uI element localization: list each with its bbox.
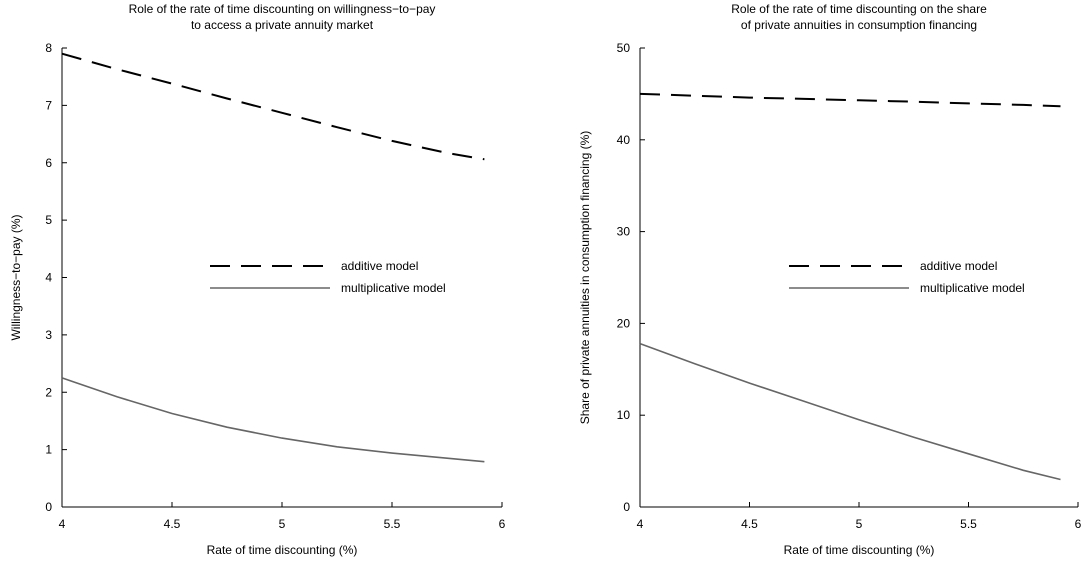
y-tick-label: 3 (45, 328, 52, 342)
x-tick-label: 4 (59, 517, 66, 531)
x-axis-label: Rate of time discounting (%) (207, 543, 358, 557)
y-tick-label: 50 (617, 41, 631, 55)
chart-title-line: to access a private annuity market (191, 18, 374, 32)
y-tick-label: 5 (45, 213, 52, 227)
legend: additive model multiplicative model (210, 259, 446, 295)
y-tick-label: 30 (617, 225, 631, 239)
series-line-additive (639, 92, 1061, 108)
y-axis-label: Willingness−to−pay (%) (9, 214, 23, 340)
x-tick-label: 5.5 (384, 517, 401, 531)
series-line-additive (61, 52, 485, 161)
y-tick-label: 4 (45, 271, 52, 285)
x-tick-label: 4.5 (741, 517, 758, 531)
y-tick-label: 2 (45, 385, 52, 399)
y-tick-label: 20 (617, 316, 631, 330)
y-tick-label: 7 (45, 98, 52, 112)
legend-label: additive model (920, 259, 997, 273)
chart-title-line: Role of the rate of time discounting on … (129, 2, 436, 16)
x-tick-label: 6 (1075, 517, 1082, 531)
x-tick-label: 4.5 (164, 517, 181, 531)
chart-panel-2: Role of the rate of time discounting on … (578, 2, 1082, 557)
y-tick-label: 10 (617, 408, 631, 422)
y-tick-label: 1 (45, 443, 52, 457)
y-tick-label: 40 (617, 133, 631, 147)
y-tick-label: 6 (45, 156, 52, 170)
x-tick-label: 5 (279, 517, 286, 531)
x-tick-label: 6 (499, 517, 506, 531)
series-line-multiplicative (61, 377, 485, 463)
legend-label: additive model (341, 259, 418, 273)
x-tick-label: 5.5 (960, 517, 977, 531)
x-tick-label: 4 (637, 517, 644, 531)
chart-panel-1: Role of the rate of time discounting on … (9, 2, 506, 557)
chart-title-line: Role of the rate of time discounting on … (731, 2, 987, 16)
legend: additive model multiplicative model (789, 259, 1025, 295)
y-tick-label: 0 (45, 500, 52, 514)
y-axis-label: Share of private annuities in consumptio… (578, 131, 592, 425)
y-tick-label: 0 (623, 500, 630, 514)
x-axis-label: Rate of time discounting (%) (784, 543, 935, 557)
series-line-multiplicative (639, 342, 1061, 481)
y-tick-label: 8 (45, 41, 52, 55)
legend-label: multiplicative model (341, 281, 446, 295)
chart-title-line: of private annuities in consumption fina… (741, 18, 977, 32)
legend-label: multiplicative model (920, 281, 1025, 295)
x-tick-label: 5 (856, 517, 863, 531)
